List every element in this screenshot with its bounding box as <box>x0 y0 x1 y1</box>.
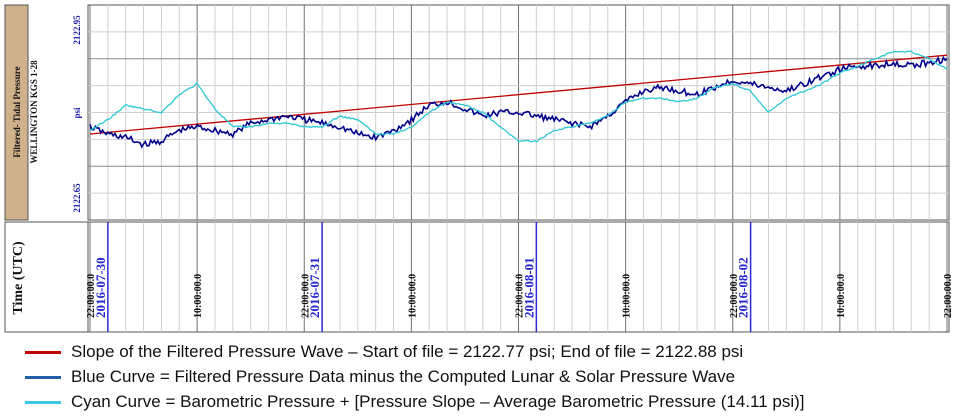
y-tick-top: 2122.95 <box>72 15 82 45</box>
legend-text-blue: Blue Curve = Filtered Pressure Data minu… <box>71 367 736 386</box>
time-tick-label: 22:00:00.0 <box>300 274 311 318</box>
legend-swatch-blue <box>25 376 61 379</box>
date-tick-label: 2016-07-30 <box>93 257 108 318</box>
date-tick-label: 2016-08-01 <box>521 257 536 318</box>
y-tick-bottom: 2122.65 <box>72 183 82 213</box>
time-track <box>4 221 950 333</box>
date-tick-label: 2016-07-31 <box>307 257 322 318</box>
legend-swatch-cyan <box>25 401 61 404</box>
time-tick-label: 10:00:00.0 <box>407 274 418 318</box>
time-tick-label: 22:00:00.0 <box>943 274 954 318</box>
tidal-pressure-chart: Filtered- Tidal Pressure WELLINGTON KGS … <box>4 4 954 333</box>
legend-item-slope: Slope of the Filtered Pressure Wave – St… <box>25 340 945 364</box>
legend-item-cyan: Cyan Curve = Barometric Pressure + [Pres… <box>25 390 945 414</box>
y-axis-label: psi <box>72 107 82 119</box>
panel-label-line2: WELLINGTON KGS 1-28 <box>29 60 39 164</box>
legend-text-cyan: Cyan Curve = Barometric Pressure + [Pres… <box>71 392 805 411</box>
series-line-slope <box>89 54 948 135</box>
date-tick-label: 2016-08-02 <box>736 257 751 318</box>
time-tick-label: 10:00:00.0 <box>622 274 633 318</box>
horizontal-gridlines <box>88 31 949 194</box>
legend-item-blue: Blue Curve = Filtered Pressure Data minu… <box>25 365 945 389</box>
time-tick-label: 10:00:00.0 <box>836 274 847 318</box>
time-tick-label: 22:00:00.0 <box>729 274 740 318</box>
time-tick-label: 22:00:00.0 <box>515 274 526 318</box>
x-axis-label: Time (UTC) <box>11 241 26 315</box>
series-line-cyan <box>89 50 948 143</box>
series-lines <box>89 50 948 149</box>
panel-label-line1: Filtered- Tidal Pressure <box>12 66 22 157</box>
panel-label-box <box>4 4 29 221</box>
time-gridlines <box>89 222 948 332</box>
time-tick-label: 22:00:00.0 <box>86 274 97 318</box>
time-tick-label: 10:00:00.0 <box>193 274 204 318</box>
series-line-blue <box>89 55 948 149</box>
legend-swatch-red <box>25 351 61 354</box>
legend-text-slope: Slope of the Filtered Pressure Wave – St… <box>71 342 744 361</box>
